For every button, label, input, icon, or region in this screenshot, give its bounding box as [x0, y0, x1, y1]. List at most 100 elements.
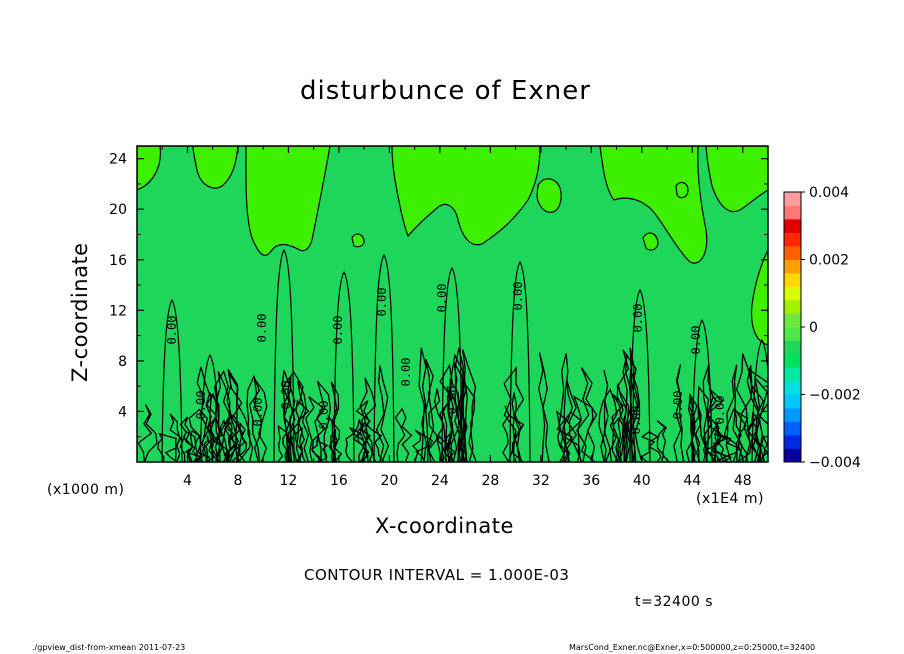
- near-surface-contour: [697, 385, 717, 462]
- colorbar-label: 0.004: [809, 185, 849, 201]
- colorbar-swatch: [784, 421, 801, 436]
- colorbar-swatch: [784, 448, 801, 463]
- positive-region: [705, 146, 768, 213]
- colorbar-swatch: [784, 394, 801, 409]
- x-tick-label: 20: [380, 473, 398, 489]
- plume-contour: [509, 260, 531, 462]
- near-surface-contour: [205, 391, 228, 462]
- contour-value-label: 0.00: [194, 391, 208, 420]
- near-surface-contour: [355, 400, 374, 462]
- near-surface-contour: [616, 349, 638, 462]
- near-surface-contour: [673, 364, 685, 462]
- near-surface-contour: [186, 429, 201, 462]
- x-tick-label: 4: [183, 473, 192, 489]
- near-surface-contour: [685, 398, 697, 462]
- x-tick-label: 36: [582, 473, 600, 489]
- near-surface-contour: [629, 373, 643, 462]
- near-surface-contour: [305, 396, 326, 462]
- plume-contour: [441, 266, 463, 462]
- positive-region: [245, 146, 331, 256]
- x-tick-label: 28: [481, 473, 499, 489]
- near-surface-contour: [712, 433, 741, 462]
- contour-value-label: 0.00: [331, 316, 345, 345]
- colorbar-swatch: [784, 408, 801, 422]
- x-tick-label: 24: [431, 473, 449, 489]
- near-surface-contour: [656, 420, 670, 462]
- x-tick-label: 16: [330, 473, 348, 489]
- near-surface-contour: [196, 366, 221, 462]
- colorbar-swatch: [784, 232, 801, 247]
- plume-contour: [373, 253, 395, 462]
- x-tick-label: 48: [734, 473, 752, 489]
- colorbar-swatch: [784, 300, 801, 314]
- colorbar-swatch: [784, 273, 801, 287]
- near-surface-contour: [246, 374, 261, 462]
- colorbar-swatch: [784, 435, 801, 449]
- contour-value-label: 0.00: [251, 398, 265, 427]
- near-surface-contour: [558, 353, 570, 462]
- y-axis-label: Z-coordinate: [68, 242, 92, 382]
- y-tick-label: 12: [109, 303, 127, 319]
- plume-contour: [161, 298, 183, 462]
- y-tick-label: 8: [118, 354, 127, 370]
- contour-labels: 0.00 0.00 0.00 0.00 0.00 0.00 0.00 0.00 0.00 0.00…: [165, 282, 727, 435]
- contour-value-label: 0.00: [255, 314, 269, 343]
- positive-region: [536, 178, 562, 213]
- near-surface-contour: [437, 434, 450, 462]
- near-surface-contour: [702, 388, 726, 462]
- colorbar-swatch: [784, 219, 801, 233]
- contour-value-label: 0.00: [165, 316, 179, 345]
- y-tick-label: 24: [109, 152, 127, 168]
- plume-contour: [691, 318, 713, 462]
- near-surface-contour: [723, 408, 752, 462]
- positive-region: [599, 146, 708, 264]
- footer-script-name: ./gpview_dist-from-xmean 2011-07-23: [32, 643, 186, 652]
- near-surface-contour: [737, 364, 760, 462]
- near-surface-contour: [427, 388, 445, 462]
- colorbar-label: 0: [809, 320, 818, 336]
- near-surface-contour: [137, 404, 158, 462]
- colorbar-swatch: [784, 205, 801, 220]
- contour-value-label: 0.00: [631, 304, 645, 333]
- near-surface-contour: [511, 392, 523, 462]
- plume-contour: [629, 288, 651, 462]
- near-surface-contour: [702, 364, 714, 462]
- near-surface-contour: [442, 386, 454, 462]
- positive-disturbance-regions: [137, 146, 768, 462]
- contour-value-label: 0.00: [511, 282, 525, 311]
- footer-data-source: MarsCond_Exner.nc@Exner,x=0:500000,z=0:2…: [569, 643, 816, 652]
- colorbar-swatch: [784, 192, 801, 206]
- colorbar-label: −0.002: [809, 388, 861, 404]
- near-surface-contour: [640, 431, 662, 462]
- near-surface-contour: [572, 395, 596, 462]
- colorbar: 0.004 0.002 0 −0.002 −0.004: [783, 185, 861, 471]
- near-surface-contour: [735, 353, 764, 462]
- y-tick-label: 4: [118, 404, 127, 420]
- x-tick-label: 44: [683, 473, 701, 489]
- near-surface-contour: [612, 417, 625, 462]
- near-surface-contour: [223, 420, 233, 462]
- colorbar-swatch: [784, 327, 801, 341]
- near-surface-contour: [747, 368, 768, 462]
- contour-value-label: 0.00: [317, 401, 331, 430]
- contour-interval-text: CONTOUR INTERVAL = 1.000E-03: [304, 566, 570, 584]
- colorbar-swatch: [784, 246, 801, 260]
- colorbar-swatch: [784, 340, 801, 355]
- contour-value-label: 0.00: [445, 386, 459, 415]
- colorbar-swatch: [784, 381, 801, 395]
- contour-value-label: 0.00: [435, 284, 449, 313]
- x-tick-label: 40: [633, 473, 651, 489]
- plot-area: 0.00 0.00 0.00 0.00 0.00 0.00 0.00 0.00 0.00 0.00…: [137, 146, 768, 462]
- x-tick-label: 8: [233, 473, 242, 489]
- near-surface-contour: [538, 352, 550, 462]
- plume-contour: [273, 248, 295, 462]
- near-surface-contour: [424, 358, 435, 462]
- near-surface-contour: [375, 365, 390, 462]
- near-surface-contour: [628, 347, 637, 462]
- colorbar-swatch: [784, 259, 801, 274]
- colorbar-swatch: [784, 367, 801, 382]
- chart-title: disturbunce of Exner: [300, 76, 591, 106]
- plot-frame: [136, 145, 769, 463]
- colorbar-swatch: [784, 354, 801, 368]
